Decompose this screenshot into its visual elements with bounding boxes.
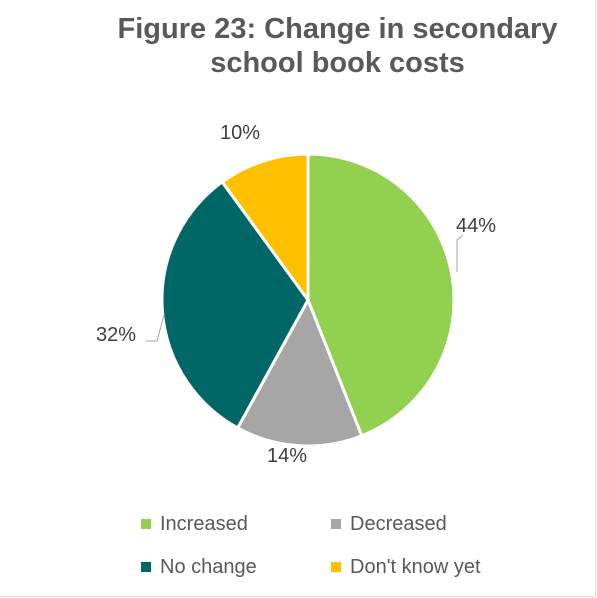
data-label-dont-know-yet: 10% xyxy=(220,122,260,144)
legend-swatch-no-change xyxy=(141,562,151,572)
leader-line-no-change xyxy=(146,314,165,342)
pie-slice-increased xyxy=(306,152,456,438)
legend-item-dont-know-yet: Don't know yet xyxy=(331,553,521,581)
legend-label-dont-know-yet: Don't know yet xyxy=(350,556,481,578)
legend-label-decreased: Decreased xyxy=(350,513,447,535)
legend-item-increased: Increased xyxy=(141,510,331,538)
pie-slice-dont-know-yet xyxy=(220,152,310,302)
leader-line-increased xyxy=(456,234,464,272)
data-label-increased: 44% xyxy=(456,215,496,237)
legend-item-decreased: Decreased xyxy=(331,510,521,538)
legend-swatch-decreased xyxy=(331,519,341,529)
data-label-no-change: 32% xyxy=(96,324,136,346)
legend-item-no-change: No change xyxy=(141,553,331,581)
data-label-decreased: 14% xyxy=(267,445,307,467)
legend-swatch-increased xyxy=(141,519,151,529)
chart-title-line-2: school book costs xyxy=(210,47,465,79)
chart-title: Figure 23: Change in secondary school bo… xyxy=(90,12,585,80)
legend: Increased Decreased No change Don't know… xyxy=(141,510,521,581)
legend-label-increased: Increased xyxy=(160,513,248,535)
pie-slice-no-change xyxy=(160,180,310,430)
legend-swatch-dont-know-yet xyxy=(331,562,341,572)
legend-label-no-change: No change xyxy=(160,556,257,578)
chart-title-line-1: Figure 23: Change in secondary xyxy=(117,13,558,45)
pie-slice-decreased xyxy=(236,298,364,448)
